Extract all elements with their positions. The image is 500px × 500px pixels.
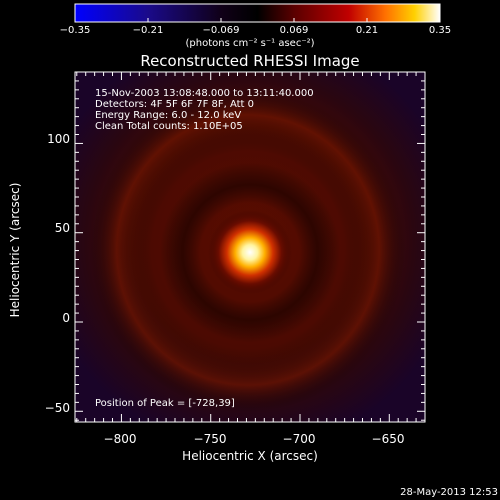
x-tick-label: −750 <box>193 432 227 446</box>
time-range: 15-Nov-2003 13:08:48.000 to 13:11:40.000 <box>95 88 314 99</box>
plot-date: 28-May-2013 12:53 <box>400 487 498 498</box>
y-tick-label: 100 <box>47 132 70 146</box>
colorbar-tick: −0.21 <box>132 25 164 36</box>
y-tick-label: −50 <box>44 401 70 415</box>
x-tick-label: −700 <box>282 432 316 446</box>
x-tick-label: −650 <box>371 432 405 446</box>
peak-position: Position of Peak = [-728,39] <box>95 398 235 409</box>
colorbar-tick: −0.069 <box>202 25 240 36</box>
energy-range: Energy Range: 6.0 - 12.0 keV <box>95 110 242 121</box>
colorbar <box>74 3 441 23</box>
image-title: Reconstructed RHESSI Image <box>140 52 360 70</box>
colorbar-tick: −0.35 <box>59 25 91 36</box>
colorbar-tick: 0.069 <box>279 25 309 36</box>
colorbar-tick: 0.35 <box>428 25 452 36</box>
y-tick-label: 50 <box>54 221 70 235</box>
detectors: Detectors: 4F 5F 6F 7F 8F, Att 0 <box>95 99 255 110</box>
y-axis-label: Heliocentric Y (arcsec) <box>8 182 22 318</box>
clean-counts: Clean Total counts: 1.10E+05 <box>95 121 243 132</box>
x-tick-label: −800 <box>103 432 137 446</box>
colorbar-units: (photons cm⁻² s⁻¹ asec⁻²) <box>185 38 315 49</box>
x-axis-label: Heliocentric X (arcsec) <box>182 449 318 463</box>
colorbar-tick: 0.21 <box>355 25 379 36</box>
y-tick-label: 0 <box>62 311 70 325</box>
